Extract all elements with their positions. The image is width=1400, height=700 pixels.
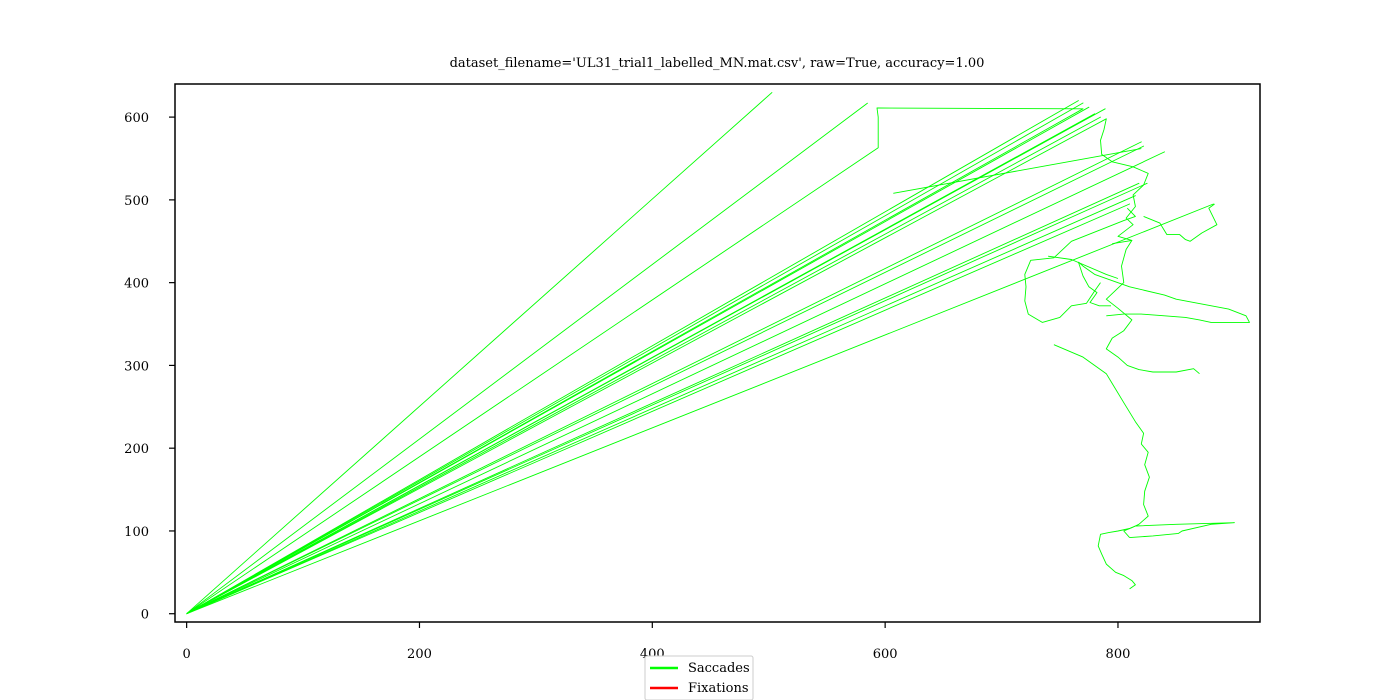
- y-tick-label-600: 600: [124, 111, 149, 126]
- y-tick-label-500: 500: [124, 194, 149, 209]
- saccades-segment-9: [186, 118, 1107, 615]
- x-tick-label-600: 600: [873, 647, 898, 662]
- saccades-segment-23: [1077, 261, 1111, 307]
- y-tick-label-200: 200: [124, 442, 149, 457]
- saccades-segment-12: [186, 151, 1165, 615]
- y-tick-label-300: 300: [124, 359, 149, 374]
- legend-saccades-label: Saccades: [688, 661, 750, 676]
- saccades-segment-24: [1024, 207, 1136, 323]
- x-tick-label-200: 200: [407, 647, 432, 662]
- legend-fixations-label: Fixations: [688, 681, 749, 696]
- saccades-segment-21: [1105, 240, 1200, 375]
- saccades-segment-27: [1129, 522, 1235, 539]
- saccades-segment-5: [186, 106, 1090, 615]
- x-tick-label-0: 0: [183, 647, 191, 662]
- legend: Saccades Fixations: [644, 655, 754, 700]
- saccades-segment-0: [186, 91, 773, 615]
- x-tick-label-800: 800: [1106, 647, 1131, 662]
- y-tick-label-400: 400: [124, 277, 149, 292]
- saccades-segment-10: [186, 141, 1142, 615]
- saccades-segment-25: [1048, 255, 1119, 279]
- saccades-segment-1: [186, 102, 868, 615]
- y-tick-label-100: 100: [124, 525, 149, 540]
- saccades-segment-28: [1097, 525, 1136, 590]
- saccades-segment-2: [186, 107, 1084, 615]
- saccades-segment-16: [186, 182, 1148, 615]
- saccades-segment-7: [186, 116, 1101, 615]
- saccades-segment-8: [186, 113, 1096, 615]
- saccades-segment-19: [1100, 118, 1149, 245]
- saccades-segment-20: [1143, 203, 1218, 242]
- saccades-segment-3: [186, 102, 1084, 615]
- y-tick-label-0: 0: [141, 608, 149, 623]
- series-lines: [186, 91, 1250, 615]
- saccades-segment-26: [1053, 344, 1150, 538]
- saccades-segment-11: [186, 145, 1145, 615]
- plot-frame: [174, 83, 1261, 623]
- chart-title: dataset_filename='UL31_trial1_labelled_M…: [450, 56, 985, 71]
- saccades-segment-4: [186, 100, 1079, 615]
- saccades-segment-15: [186, 203, 1131, 615]
- saccades-segment-13: [186, 182, 1140, 615]
- saccades-segment-18: [893, 148, 1142, 194]
- saccades-segment-17: [186, 203, 1214, 615]
- saccades-segment-14: [186, 195, 1136, 615]
- saccades-segment-22: [1078, 261, 1250, 323]
